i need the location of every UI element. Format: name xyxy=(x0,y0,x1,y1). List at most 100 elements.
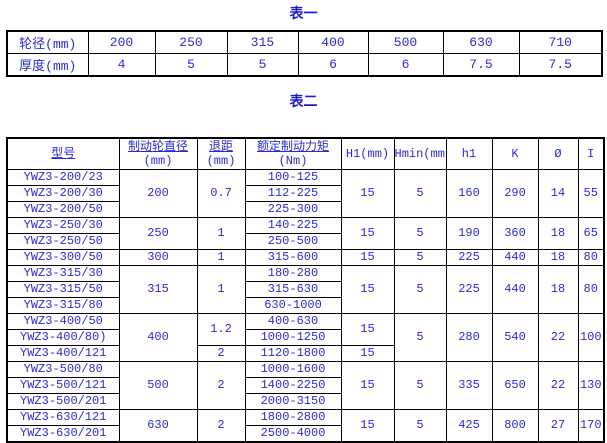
value-cell: 140-225 xyxy=(244,217,342,234)
model-cell: YWZ3-300/50 xyxy=(6,249,120,266)
value-cell: 315-630 xyxy=(244,281,342,298)
table2: 型号 制动轮直径 (mm) 退距 (mm) 额定制动力矩 (Nm) H1(mm) Hmin(mm… xyxy=(6,137,605,443)
value-cell: 22 xyxy=(537,361,579,410)
table2-body: YWZ3-200/23 200 0.7 100-125 15 5 160 290 14 55 YWZ… xyxy=(6,169,605,443)
table-row: YWZ3-500/80 500 2 1000-1600 15 5 335 650 22 130 xyxy=(6,361,605,410)
column-header-label: 退距 xyxy=(208,140,233,154)
value-cell: 425 xyxy=(445,409,493,443)
value-cell: 80 xyxy=(577,265,605,314)
column-header: Hmin(mm) xyxy=(393,137,447,170)
value-cell: 2 xyxy=(196,409,246,443)
value-cell: 800 xyxy=(491,409,539,443)
model-cell: YWZ3-400/80) xyxy=(6,329,120,346)
column-header: 型号 xyxy=(6,137,120,170)
column-header: H1(mm) xyxy=(340,137,395,170)
value-cell: 18 xyxy=(537,249,579,266)
column-header: 制动轮直径 (mm) xyxy=(118,137,198,170)
table-row: 轮径(mm) 200 250 315 400 500 630 710 xyxy=(6,30,603,54)
column-header-label: h1 xyxy=(461,147,477,161)
table-row: YWZ3-400/80) 1000-1250 xyxy=(6,329,604,346)
model-cell: YWZ3-500/121 xyxy=(6,377,120,394)
value-cell: 225 xyxy=(445,249,493,266)
value-cell: 250-500 xyxy=(244,233,342,250)
column-header-label: Hmin(mm) xyxy=(394,147,445,161)
value-cell: 440 xyxy=(491,249,539,266)
value-cell: 1 xyxy=(196,265,246,314)
value-cell: 22 xyxy=(537,313,579,362)
model-cell: YWZ3-200/30 xyxy=(6,185,120,202)
table-row: YWZ3-630/201 2500-4000 xyxy=(6,425,604,443)
column-header-label: H1(mm) xyxy=(345,147,390,161)
value-cell: 5 xyxy=(393,217,447,250)
table-row: YWZ3-400/50 400 1.2 400-630 15 5 280 540 22 100 xyxy=(6,313,605,362)
table-row: YWZ3-250/50 250-500 xyxy=(6,233,604,250)
value-cell: 2 xyxy=(196,345,246,362)
model-cell: YWZ3-200/50 xyxy=(6,201,120,218)
model-cell: YWZ3-315/50 xyxy=(6,281,120,298)
value-cell: 335 xyxy=(445,361,493,410)
value-cell: 200 xyxy=(118,169,198,218)
model-cell: YWZ3-400/50 xyxy=(6,313,120,330)
value-cell: 400 xyxy=(297,30,369,54)
column-header: 退距 (mm) xyxy=(196,137,246,170)
value-cell: 100 xyxy=(577,313,605,362)
table-row: YWZ3-630/121 630 2 1800-2800 15 5 425 800 27 170 xyxy=(6,409,605,443)
value-cell: 170 xyxy=(577,409,605,443)
column-header-label: 额定制动力矩 xyxy=(256,140,329,154)
column-header-label: K xyxy=(511,147,519,161)
value-cell: 315-600 xyxy=(244,249,342,266)
value-cell: 160 xyxy=(445,169,493,218)
column-header: 额定制动力矩 (Nm) xyxy=(244,137,342,170)
value-cell: 630 xyxy=(442,30,520,54)
column-header-unit: (mm) xyxy=(206,154,236,168)
value-cell: 15 xyxy=(340,249,395,266)
value-cell: 5 xyxy=(393,249,447,266)
table-row: YWZ3-300/50 300 1 315-600 15 5 225 440 18 80 xyxy=(6,249,605,266)
value-cell: 18 xyxy=(537,265,579,314)
value-cell: 360 xyxy=(491,217,539,250)
model-cell: YWZ3-200/23 xyxy=(6,169,120,186)
value-cell: 18 xyxy=(537,217,579,250)
value-cell: 15 xyxy=(340,169,395,218)
column-header: Ø xyxy=(537,137,579,170)
column-header-label: 型号 xyxy=(51,147,76,161)
value-cell: 100-125 xyxy=(244,169,342,186)
value-cell: 65 xyxy=(577,217,605,250)
value-cell: 15 xyxy=(340,265,395,314)
model-cell: YWZ3-500/80 xyxy=(6,361,120,378)
value-cell: 112-225 xyxy=(244,185,342,202)
table-row: YWZ3-500/121 1400-2250 xyxy=(6,377,604,394)
model-cell: YWZ3-250/50 xyxy=(6,233,120,250)
value-cell: 440 xyxy=(491,265,539,314)
row-label-cell: 厚度(mm) xyxy=(6,53,89,77)
value-cell: 4 xyxy=(87,53,156,77)
model-cell: YWZ3-315/30 xyxy=(6,265,120,282)
table-row: 厚度(mm) 4 5 5 6 6 7.5 7.5 xyxy=(6,53,603,77)
model-cell: YWZ3-630/121 xyxy=(6,409,120,426)
value-cell: 710 xyxy=(518,30,603,54)
value-cell: 5 xyxy=(393,361,447,410)
value-cell: 55 xyxy=(577,169,605,218)
value-cell: 7.5 xyxy=(518,53,603,77)
value-cell: 225-300 xyxy=(244,201,342,218)
value-cell: 1120-1800 xyxy=(244,345,342,362)
table1: 轮径(mm) 200 250 315 400 500 630 710 厚度(mm) 4 5 5 6 6 7.… xyxy=(6,30,603,77)
table2-title: 表二 xyxy=(289,93,318,109)
value-cell: 300 xyxy=(118,249,198,266)
value-cell: 1.2 xyxy=(196,313,246,346)
value-cell: 1800-2800 xyxy=(244,409,342,426)
value-cell: 500 xyxy=(367,30,444,54)
model-cell: YWZ3-630/201 xyxy=(6,425,120,443)
model-cell: YWZ3-400/121 xyxy=(6,345,120,362)
value-cell: 27 xyxy=(537,409,579,443)
column-header-label: 制动轮直径 xyxy=(127,140,188,154)
column-header-unit: (mm) xyxy=(143,154,173,168)
value-cell: 80 xyxy=(577,249,605,266)
value-cell: 5 xyxy=(393,265,447,314)
row-label-cell: 轮径(mm) xyxy=(6,30,89,54)
column-header-label: I xyxy=(587,147,595,161)
value-cell: 540 xyxy=(491,313,539,362)
value-cell: 315 xyxy=(226,30,299,54)
value-cell: 1400-2250 xyxy=(244,377,342,394)
